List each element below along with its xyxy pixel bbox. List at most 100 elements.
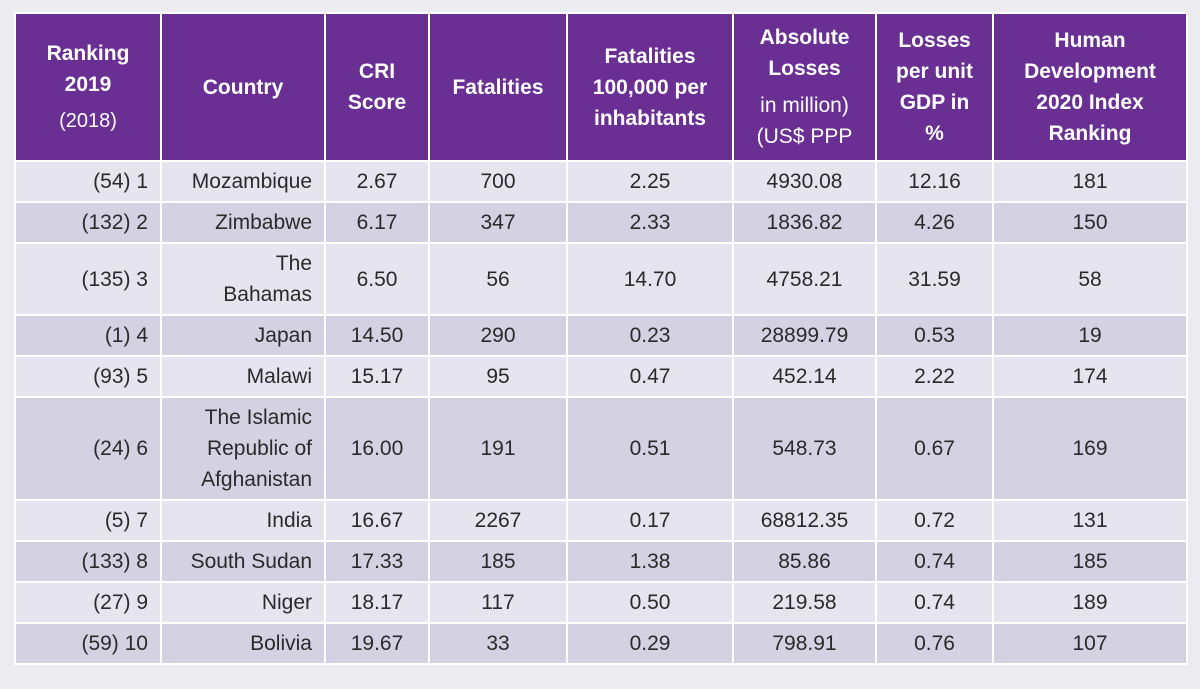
table-row: (135) 3 The Bahamas 6.50 56 14.70 4758.2… (14, 242, 1188, 316)
cell-absolute-losses: 1836.82 (732, 201, 877, 244)
cell-losses-per-gdp: 12.16 (875, 160, 994, 203)
cell-losses-per-gdp: 4.26 (875, 201, 994, 244)
cell-absolute-losses: 219.58 (732, 581, 877, 624)
cell-losses-per-gdp: 31.59 (875, 242, 994, 316)
cell-fatalities: 33 (428, 622, 568, 665)
cell-fatalities-per-100k: 1.38 (566, 540, 734, 583)
table-row: (93) 5 Malawi 15.17 95 0.47 452.14 2.22 … (14, 355, 1188, 398)
header-abs-line3: in million) (760, 94, 849, 117)
cri-table-container: Ranking 2019 (2018) Country CRI Score Fa… (14, 12, 1188, 677)
header-cri-line2: Score (347, 91, 407, 114)
cell-fatalities: 347 (428, 201, 568, 244)
header-fat100k-line1: Fatalities (604, 44, 696, 68)
cell-fatalities-per-100k: 0.23 (566, 314, 734, 357)
cell-absolute-losses: 4758.21 (732, 242, 877, 316)
cell-cri-score: 2.67 (324, 160, 430, 203)
cell-ranking: (93) 5 (14, 355, 162, 398)
cell-cri-score: 18.17 (324, 581, 430, 624)
cell-hdi-ranking: 107 (992, 622, 1188, 665)
table-row: (59) 10 Bolivia 19.67 33 0.29 798.91 0.7… (14, 622, 1188, 665)
header-ranking-line2: 2019 (64, 72, 112, 96)
cell-absolute-losses: 4930.08 (732, 160, 877, 203)
table-row: (5) 7 India 16.67 2267 0.17 68812.35 0.7… (14, 499, 1188, 542)
cell-ranking: (133) 8 (14, 540, 162, 583)
cell-ranking: (27) 9 (14, 581, 162, 624)
header-hdi-line1: Human (1054, 29, 1126, 52)
cell-country: Niger (160, 581, 326, 624)
climate-risk-index-table: Ranking 2019 (2018) Country CRI Score Fa… (14, 12, 1188, 665)
cell-hdi-ranking: 58 (992, 242, 1188, 316)
header-abs-line1: Absolute (759, 26, 850, 49)
cell-ranking: (54) 1 (14, 160, 162, 203)
header-abs-line4: (US$ PPP (756, 125, 853, 148)
header-cri-score: CRI Score (324, 12, 430, 162)
cell-fatalities: 700 (428, 160, 568, 203)
cell-hdi-ranking: 185 (992, 540, 1188, 583)
cell-country-line2: Republic of (206, 437, 312, 460)
cell-country: Malawi (160, 355, 326, 398)
header-ranking-line1: Ranking (46, 41, 130, 65)
cell-absolute-losses: 798.91 (732, 622, 877, 665)
header-hdi-line2: Development (1024, 60, 1156, 83)
header-fat100k-line3: inhabitants (593, 106, 706, 130)
cell-hdi-ranking: 150 (992, 201, 1188, 244)
cell-cri-score: 6.50 (324, 242, 430, 316)
cell-fatalities-per-100k: 2.25 (566, 160, 734, 203)
table-row: (27) 9 Niger 18.17 117 0.50 219.58 0.74 … (14, 581, 1188, 624)
cell-cri-score: 6.17 (324, 201, 430, 244)
cell-absolute-losses: 548.73 (732, 396, 877, 501)
cell-fatalities: 185 (428, 540, 568, 583)
cell-hdi-ranking: 174 (992, 355, 1188, 398)
cell-ranking: (24) 6 (14, 396, 162, 501)
cell-losses-per-gdp: 0.74 (875, 581, 994, 624)
cell-hdi-ranking: 19 (992, 314, 1188, 357)
header-cri-line1: CRI (358, 60, 396, 83)
table-row: (24) 6 The Islamic Republic of Afghanist… (14, 396, 1188, 501)
cell-cri-score: 14.50 (324, 314, 430, 357)
cell-losses-per-gdp: 0.67 (875, 396, 994, 501)
header-abs-line2: Losses (768, 57, 841, 80)
cell-fatalities-per-100k: 0.47 (566, 355, 734, 398)
header-row: Ranking 2019 (2018) Country CRI Score Fa… (14, 12, 1188, 162)
cell-losses-per-gdp: 2.22 (875, 355, 994, 398)
cell-ranking: (1) 4 (14, 314, 162, 357)
cell-fatalities-per-100k: 0.17 (566, 499, 734, 542)
header-losses-per-gdp: Losses per unit GDP in % (875, 12, 994, 162)
cell-cri-score: 16.00 (324, 396, 430, 501)
cell-country-line1: The (275, 252, 312, 275)
cell-ranking: (5) 7 (14, 499, 162, 542)
header-hdi-line3: 2020 Index (1036, 91, 1144, 114)
cell-absolute-losses: 28899.79 (732, 314, 877, 357)
header-fatalities-per-100k: Fatalities 100,000 per inhabitants (566, 12, 734, 162)
header-lpu-line3: GDP in (899, 91, 970, 114)
header-ranking: Ranking 2019 (2018) (14, 12, 162, 162)
cell-country: The Bahamas (160, 242, 326, 316)
cell-country-line3: Afghanistan (201, 468, 312, 491)
cell-absolute-losses: 85.86 (732, 540, 877, 583)
cell-country-line2: Bahamas (223, 283, 312, 306)
header-hdi-line4: Ranking (1048, 122, 1132, 145)
cell-losses-per-gdp: 0.72 (875, 499, 994, 542)
header-lpu-line4: % (925, 122, 944, 145)
table-row: (54) 1 Mozambique 2.67 700 2.25 4930.08 … (14, 160, 1188, 203)
table-row: (133) 8 South Sudan 17.33 185 1.38 85.86… (14, 540, 1188, 583)
cell-hdi-ranking: 181 (992, 160, 1188, 203)
cell-fatalities: 95 (428, 355, 568, 398)
table-row: (1) 4 Japan 14.50 290 0.23 28899.79 0.53… (14, 314, 1188, 357)
cell-cri-score: 16.67 (324, 499, 430, 542)
header-absolute-losses: Absolute Losses in million) (US$ PPP (732, 12, 877, 162)
cell-country: South Sudan (160, 540, 326, 583)
cell-ranking: (59) 10 (14, 622, 162, 665)
header-country: Country (160, 12, 326, 162)
cell-losses-per-gdp: 0.53 (875, 314, 994, 357)
cell-cri-score: 15.17 (324, 355, 430, 398)
table-row: (132) 2 Zimbabwe 6.17 347 2.33 1836.82 4… (14, 201, 1188, 244)
cell-fatalities-per-100k: 2.33 (566, 201, 734, 244)
header-lpu-line2: per unit (896, 60, 973, 83)
header-fatalities: Fatalities (428, 12, 568, 162)
cell-hdi-ranking: 169 (992, 396, 1188, 501)
cell-losses-per-gdp: 0.74 (875, 540, 994, 583)
header-ranking-line3: (2018) (59, 109, 117, 132)
header-fat100k-line2: 100,000 per (592, 75, 708, 99)
cell-fatalities: 2267 (428, 499, 568, 542)
